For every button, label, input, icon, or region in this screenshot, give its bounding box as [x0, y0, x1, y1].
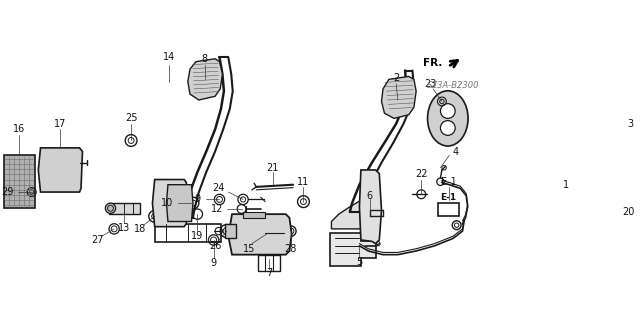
Text: 9: 9: [194, 194, 200, 204]
Text: 10: 10: [161, 198, 173, 208]
Text: 19: 19: [191, 231, 204, 241]
Bar: [45, 170, 72, 181]
Polygon shape: [332, 197, 376, 229]
Text: 17: 17: [54, 119, 67, 129]
Circle shape: [258, 230, 265, 238]
Polygon shape: [38, 148, 83, 192]
Text: 14: 14: [163, 52, 175, 62]
Polygon shape: [225, 224, 236, 239]
Text: FR.: FR.: [422, 58, 442, 68]
Text: 8: 8: [202, 54, 208, 64]
Bar: [438, 203, 459, 216]
Text: 6: 6: [367, 191, 372, 201]
Text: 25: 25: [125, 113, 138, 123]
Text: 18: 18: [134, 224, 146, 234]
Polygon shape: [360, 170, 381, 244]
Text: 9: 9: [211, 258, 217, 269]
Text: 16: 16: [13, 124, 25, 134]
Text: E-1: E-1: [440, 193, 456, 202]
Text: 3: 3: [627, 119, 634, 129]
Circle shape: [440, 104, 455, 118]
Text: 7: 7: [266, 268, 272, 278]
Text: SZ3A-B2300: SZ3A-B2300: [427, 81, 480, 90]
Text: 28: 28: [285, 244, 297, 254]
Bar: [109, 203, 140, 214]
Bar: [258, 255, 280, 271]
Text: 24: 24: [212, 183, 225, 193]
Text: 2: 2: [393, 73, 399, 83]
Bar: [236, 218, 265, 240]
Polygon shape: [330, 233, 376, 266]
Text: 4: 4: [453, 146, 459, 157]
Text: 26: 26: [209, 241, 221, 251]
Text: 12: 12: [211, 204, 223, 214]
Text: 15: 15: [243, 244, 255, 254]
Text: 20: 20: [622, 207, 635, 217]
Polygon shape: [228, 214, 292, 255]
Text: E-1: E-1: [441, 177, 456, 188]
Bar: [364, 199, 372, 208]
Circle shape: [440, 121, 455, 135]
Text: 13: 13: [118, 223, 130, 233]
Polygon shape: [166, 185, 193, 221]
Circle shape: [106, 203, 116, 213]
Text: 29: 29: [1, 187, 13, 197]
Ellipse shape: [428, 91, 468, 146]
Text: 27: 27: [91, 235, 104, 245]
Text: 1: 1: [563, 180, 570, 190]
Polygon shape: [243, 212, 265, 218]
Polygon shape: [188, 59, 223, 100]
Text: 5: 5: [356, 257, 362, 267]
Bar: [155, 224, 221, 242]
Text: 22: 22: [415, 169, 428, 179]
Bar: [45, 153, 74, 169]
Polygon shape: [152, 180, 186, 227]
Bar: [4, 155, 35, 208]
Text: 23: 23: [425, 79, 437, 89]
Text: 11: 11: [298, 177, 310, 188]
Bar: [364, 182, 372, 191]
Text: 21: 21: [266, 163, 278, 173]
Polygon shape: [381, 77, 416, 118]
